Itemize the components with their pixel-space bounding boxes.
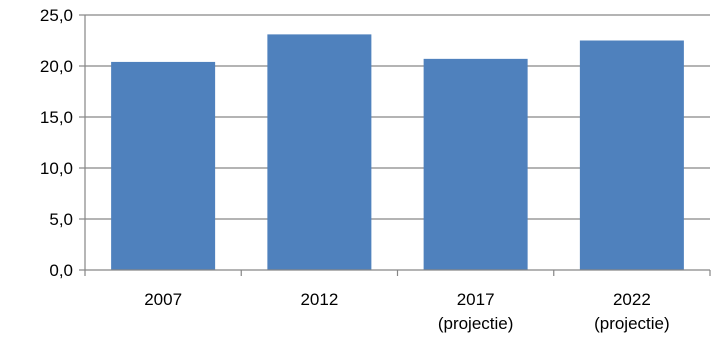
x-tick-label: 2022 (projectie) xyxy=(594,290,670,333)
y-tick-label: 20,0 xyxy=(40,57,73,76)
y-tick-label: 25,0 xyxy=(40,6,73,25)
y-tick-label: 5,0 xyxy=(49,210,73,229)
bar xyxy=(267,34,372,270)
bar xyxy=(423,58,528,270)
y-tick-labels: 0,0 5,0 10,0 15,0 20,0 25,0 xyxy=(40,6,73,280)
x-tick-label-line: 2012 xyxy=(300,290,338,309)
x-tick-label-line: 2017 xyxy=(457,290,495,309)
x-tick-label: 2007 xyxy=(144,290,182,309)
bar xyxy=(111,61,216,270)
y-tick-label: 15,0 xyxy=(40,108,73,127)
bars xyxy=(111,34,684,270)
axes xyxy=(79,14,711,276)
x-tick-label: 2012 xyxy=(300,290,338,309)
y-tick-label: 0,0 xyxy=(49,261,73,280)
x-tick-label-line: 2007 xyxy=(144,290,182,309)
x-tick-label-line: (projectie) xyxy=(438,314,514,333)
y-tick-label: 10,0 xyxy=(40,159,73,178)
x-tick-label-line: (projectie) xyxy=(594,314,670,333)
x-tick-label: 2017 (projectie) xyxy=(438,290,514,333)
bar xyxy=(579,40,684,270)
x-tick-labels: 2007 2012 2017 (projectie) 2022 (projectie) xyxy=(144,290,669,333)
x-tick-label-line: 2022 xyxy=(613,290,651,309)
